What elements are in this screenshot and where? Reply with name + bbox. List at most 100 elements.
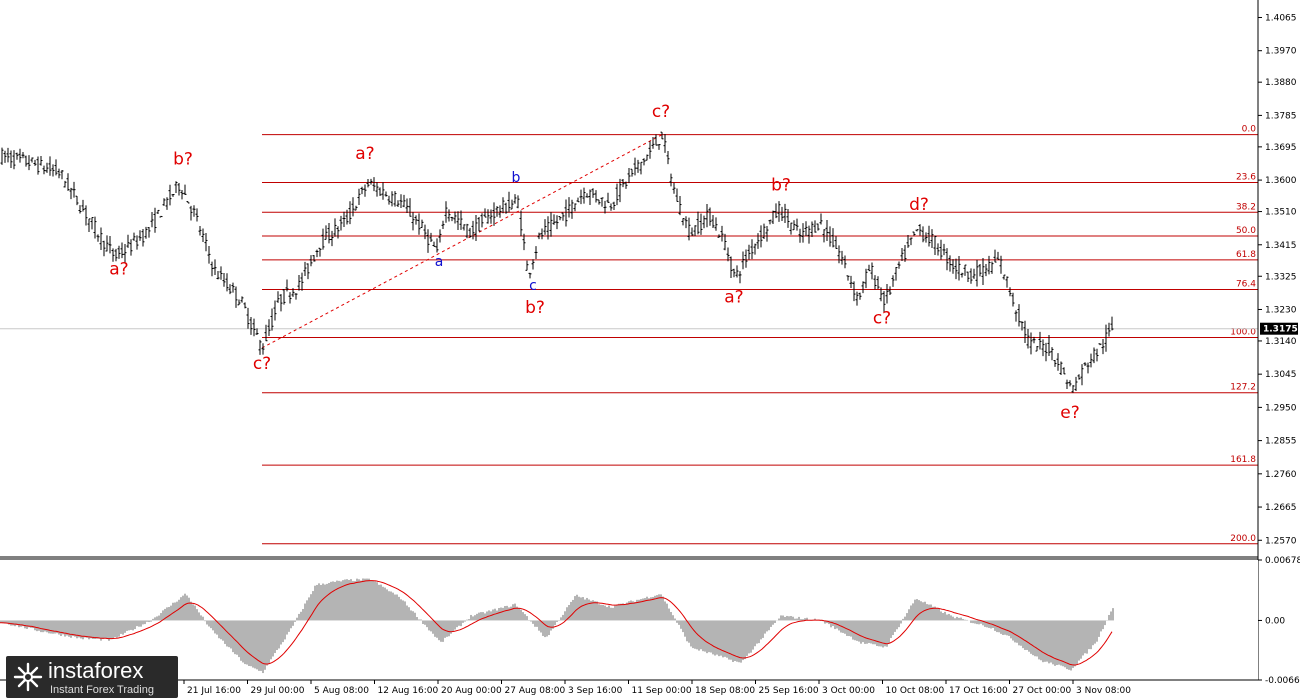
macd-bar (464, 620, 466, 622)
macd-bar (708, 620, 710, 653)
macd-bar (36, 620, 38, 632)
price-bar (351, 197, 355, 217)
price-bar (6, 147, 10, 163)
macd-bar (880, 620, 882, 647)
macd-bar (616, 605, 618, 621)
price-bar (27, 155, 31, 171)
price-bar (576, 197, 580, 203)
macd-bar (538, 620, 540, 631)
macd-bar (462, 620, 464, 623)
macd-bar (50, 620, 52, 634)
macd-bar (192, 604, 194, 621)
price-bar (546, 216, 550, 240)
price-bar (771, 210, 775, 224)
macd-bar (1036, 620, 1038, 657)
price-bar (726, 247, 730, 262)
price-bar (360, 186, 364, 195)
price-bar (246, 307, 250, 329)
macd-bar (930, 604, 932, 621)
price-bar (765, 226, 769, 242)
macd-bar (766, 620, 768, 632)
macd-bar (418, 619, 420, 621)
macd-bar (518, 608, 520, 621)
macd-bar (222, 620, 224, 641)
price-bar (57, 168, 61, 179)
price-bar (915, 229, 919, 232)
price-bar (1098, 343, 1102, 346)
price-bar (387, 195, 391, 205)
macd-bar (694, 620, 696, 649)
macd-bar (2, 620, 4, 624)
macd-bar (182, 595, 184, 621)
macd-bar (268, 620, 270, 664)
price-bar (513, 194, 517, 204)
macd-bar (198, 612, 200, 621)
macd-bar (196, 609, 198, 621)
macd-bar (1046, 620, 1048, 662)
price-bar (795, 218, 799, 231)
macd-bar (298, 613, 300, 621)
macd-bar (664, 601, 666, 621)
macd-bar (442, 620, 444, 642)
macd-bar (430, 620, 432, 632)
time-tick-label: 17 Oct 16:00 (949, 686, 1008, 696)
macd-bar (312, 591, 314, 621)
macd-bar (728, 620, 730, 660)
macd-bar (1072, 620, 1074, 668)
price-bar (846, 275, 850, 281)
macd-bar (276, 620, 278, 650)
macd-bar (722, 620, 724, 658)
price-bar (528, 272, 532, 279)
macd-bar (304, 603, 306, 621)
macd-bar (368, 578, 370, 621)
price-bar (483, 208, 487, 218)
macd-bar (286, 620, 288, 635)
macd-bar (90, 620, 92, 639)
macd-bar (630, 600, 632, 621)
price-bar (534, 246, 538, 259)
price-bar (276, 291, 280, 303)
price-bar (303, 261, 307, 276)
macd-bar (632, 601, 634, 621)
macd-bar (446, 620, 448, 637)
price-bar (882, 291, 886, 313)
wave-label: c (529, 278, 537, 294)
price-bar (231, 282, 235, 293)
macd-bar (494, 608, 496, 621)
macd-bar (342, 580, 344, 621)
macd-bar (362, 578, 364, 621)
wave-label: a? (355, 144, 374, 164)
macd-bar (882, 620, 884, 648)
macd-bar (904, 616, 906, 621)
macd-bar (270, 620, 272, 660)
macd-bar (400, 599, 402, 621)
price-bar (222, 272, 226, 287)
price-bar (141, 229, 145, 247)
price-bar (960, 272, 964, 278)
macd-bar (452, 620, 454, 632)
macd-bar (440, 620, 442, 642)
macd-bar (136, 620, 138, 627)
price-tick-label: 1.3415 (1265, 241, 1297, 251)
macd-bar (786, 615, 788, 621)
price-bar (756, 233, 760, 249)
macd-bar (978, 620, 980, 625)
macd-bar (26, 620, 28, 629)
price-bar (396, 200, 400, 208)
price-bar (978, 264, 982, 277)
price-bar (744, 249, 748, 268)
macd-bar (108, 620, 110, 641)
macd-bar (888, 620, 890, 644)
macd-bar (878, 620, 880, 647)
macd-bar (680, 620, 682, 629)
price-panel: 0.0 23.6 38.2 50.0 61.8 76.4 100.0 127.2 161.8 20… (0, 102, 1258, 545)
macd-bar (594, 601, 596, 621)
macd-bar (164, 608, 166, 621)
macd-bar (1030, 620, 1032, 654)
macd-bar (554, 620, 556, 626)
price-bar (99, 227, 103, 250)
price-bar (393, 191, 397, 207)
macd-bar (296, 617, 298, 621)
macd-bar (236, 620, 238, 655)
macd-bar (176, 601, 178, 621)
